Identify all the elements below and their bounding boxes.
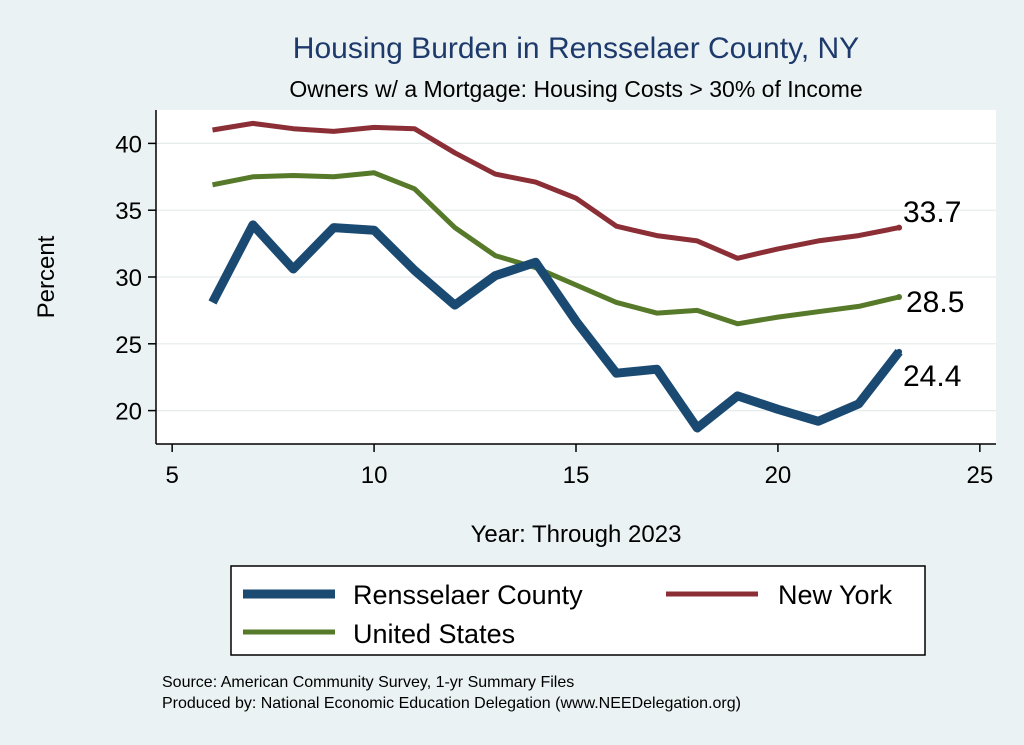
series-group xyxy=(208,120,903,433)
x-ticks: 5 10 15 20 25 xyxy=(165,444,993,489)
end-label-rensselaer-county: 24.4 xyxy=(903,360,961,393)
y-tick-label-35: 35 xyxy=(115,198,142,225)
x-axis-label: Year: Through 2023 xyxy=(471,521,682,548)
legend: Rensselaer County New York United States xyxy=(230,565,926,656)
y-tick-label-30: 30 xyxy=(115,265,142,292)
series-end-point-new-york xyxy=(896,224,903,231)
x-tick-label-10: 10 xyxy=(361,462,388,489)
series-line-rensselaer-county xyxy=(208,220,903,433)
y-axis-label: Percent xyxy=(33,235,60,318)
y-tick-label-20: 20 xyxy=(115,399,142,426)
x-tick-label-5: 5 xyxy=(165,462,178,489)
gridlines xyxy=(156,142,996,412)
legend-label-rensselaer-county: Rensselaer County xyxy=(353,580,583,610)
end-label-united-states: 28.5 xyxy=(906,286,964,319)
x-tick-label-20: 20 xyxy=(765,462,792,489)
chart-title: Housing Burden in Rensselaer County, NY xyxy=(293,32,859,65)
legend-label-united-states: United States xyxy=(353,619,515,649)
series-end-point-united-states xyxy=(896,294,903,301)
series-end-point-rensselaer-county xyxy=(896,348,903,355)
series-line-new-york xyxy=(212,120,900,261)
y-tick-label-40: 40 xyxy=(115,131,142,158)
chart-subtitle: Owners w/ a Mortgage: Housing Costs > 30… xyxy=(289,76,862,102)
y-tick-label-25: 25 xyxy=(115,332,142,359)
x-tick-label-15: 15 xyxy=(563,462,590,489)
y-ticks: 20 25 30 35 40 xyxy=(115,131,156,426)
legend-box xyxy=(230,565,926,656)
x-tick-label-25: 25 xyxy=(966,462,993,489)
series-line-united-states xyxy=(212,170,900,327)
producer-note: Produced by: National Economic Education… xyxy=(162,695,741,712)
source-note: Source: American Community Survey, 1-yr … xyxy=(162,674,574,691)
end-label-new-york: 33.7 xyxy=(903,196,961,229)
legend-label-new-york: New York xyxy=(778,580,893,610)
